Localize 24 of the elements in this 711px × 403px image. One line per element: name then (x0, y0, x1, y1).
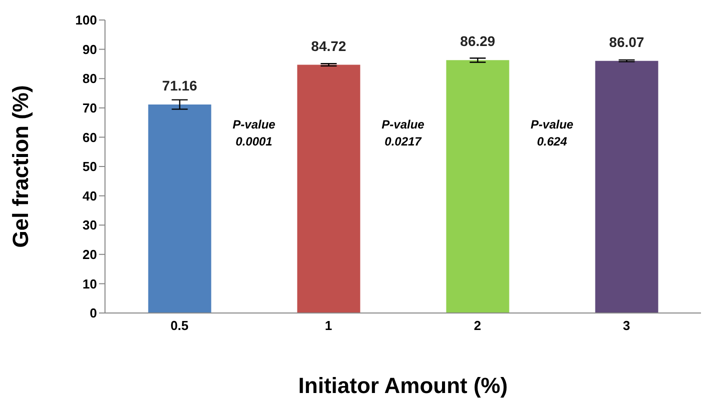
y-tick-label: 100 (75, 12, 97, 28)
y-tick-label: 0 (90, 306, 97, 321)
x-tick-label: 0.5 (170, 318, 189, 334)
annotation: P-value 0.0001 (232, 117, 276, 148)
y-tick-label: 80 (82, 71, 97, 86)
y-tick-label: 60 (82, 130, 97, 145)
annotation: P-value 0.0217 (382, 117, 425, 148)
y-tick-label: 40 (82, 188, 97, 204)
x-tick-label: 3 (622, 318, 630, 334)
data-label: 71.16 (162, 78, 198, 94)
y-tick-label: 30 (82, 218, 97, 233)
x-tick-label: 2 (474, 318, 482, 334)
annotation: P-value 0.624 (530, 117, 574, 148)
data-label: 86.07 (609, 34, 644, 50)
y-tick-label: 20 (82, 247, 97, 262)
data-label: 86.29 (460, 33, 496, 50)
x-axis-title: Initiator Amount (%) (298, 373, 508, 398)
y-tick-label: 70 (82, 100, 97, 116)
y-axis-title: Gel fraction (%) (8, 85, 33, 248)
y-tick-label: 90 (82, 42, 97, 57)
data-label: 84.72 (311, 38, 346, 54)
y-tick-label: 50 (82, 159, 97, 174)
y-tick-label: 10 (82, 276, 97, 292)
x-tick-label: 1 (324, 318, 332, 334)
